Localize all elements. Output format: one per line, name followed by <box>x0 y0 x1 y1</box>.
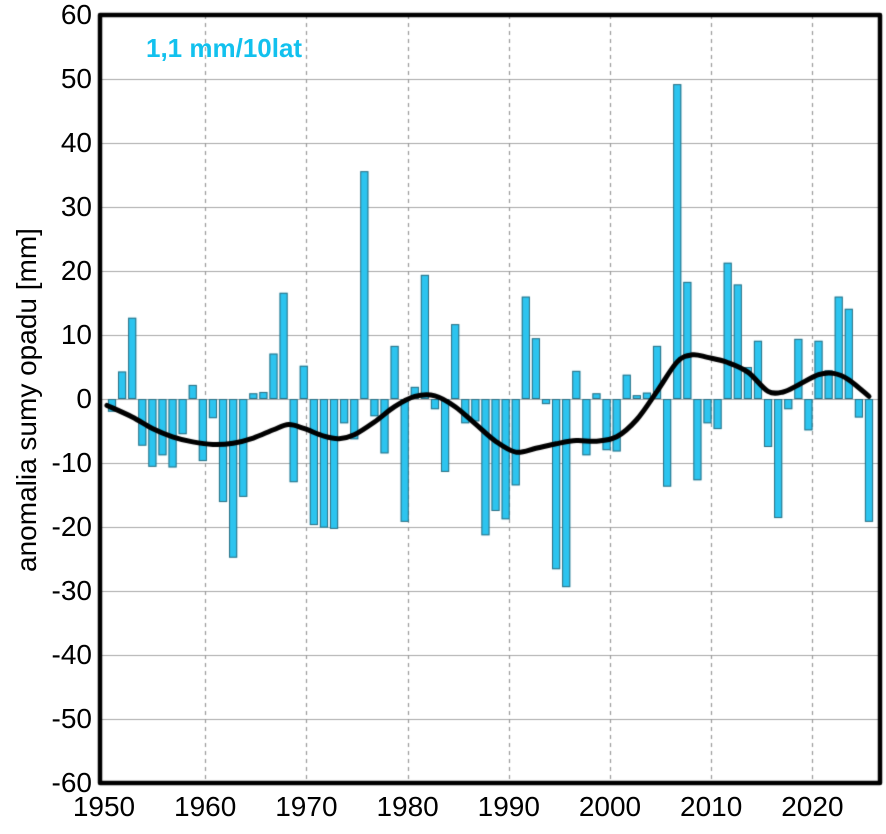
y-tick-label: -50 <box>51 703 92 734</box>
x-tick-label: 2010 <box>680 791 743 822</box>
y-tick-label: -40 <box>51 639 92 670</box>
y-tick-label: -20 <box>51 511 92 542</box>
y-tick-label: -30 <box>51 575 92 606</box>
x-tick-label: 1970 <box>275 791 338 822</box>
trend-rate-annotation: 1,1 mm/10lat <box>146 33 303 63</box>
y-tick-label: 60 <box>60 0 92 30</box>
x-tick-label: 1990 <box>477 791 540 822</box>
x-tick-label: 1950 <box>72 791 136 822</box>
x-tick-label: 2000 <box>578 791 642 822</box>
y-tick-label: 20 <box>60 255 92 286</box>
y-tick-label: -60 <box>51 767 92 798</box>
y-tick-label: 50 <box>60 63 92 94</box>
y-tick-label: 0 <box>76 383 92 414</box>
x-tick-label: 2020 <box>781 791 844 822</box>
x-tick-label: 1960 <box>174 791 237 822</box>
y-tick-label: 30 <box>60 191 92 222</box>
y-tick-label: 10 <box>60 319 92 350</box>
y-tick-label: 40 <box>60 127 92 158</box>
x-tick-label: 1980 <box>376 791 439 822</box>
y-tick-label: -10 <box>51 447 92 478</box>
